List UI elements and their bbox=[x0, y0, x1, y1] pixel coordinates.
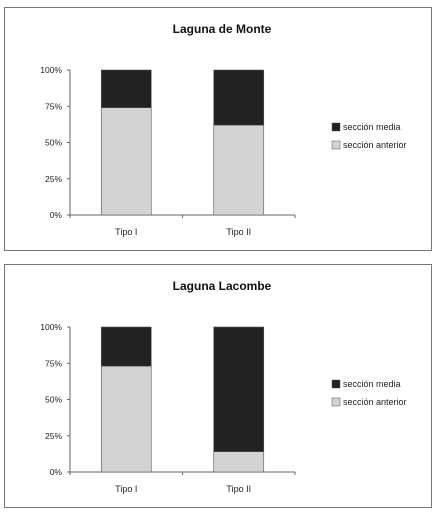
legend-label: sección media bbox=[343, 122, 401, 132]
y-tick-label: 100% bbox=[40, 65, 62, 75]
bar-anterior-1 bbox=[100, 107, 152, 216]
chart-laguna-lacombe: Laguna Lacombe 0% 25% 50% 75% 100% Tipo I Tipo… bbox=[40, 279, 407, 494]
y-tick-label: 75% bbox=[45, 101, 62, 111]
bar-anterior-2 bbox=[213, 451, 265, 473]
y-tick-label: 50% bbox=[45, 138, 62, 148]
y-tick-label: 50% bbox=[45, 395, 62, 405]
y-tick-label: 75% bbox=[45, 358, 62, 368]
x-tick-label: Tipo I bbox=[115, 227, 137, 237]
legend-swatch bbox=[331, 397, 341, 407]
chart-panel-laguna-lacombe: Laguna Lacombe 0% 25% 50% 75% 100% Tipo I Tipo… bbox=[0, 262, 438, 512]
legend-swatch bbox=[331, 379, 341, 389]
legend-label: sección media bbox=[343, 379, 401, 389]
x-tick-label: Tipo II bbox=[226, 484, 251, 494]
y-tick-label: 0% bbox=[50, 210, 63, 220]
x-tick-label: Tipo I bbox=[115, 484, 137, 494]
chart-title: Laguna Lacombe bbox=[173, 279, 272, 293]
chart-title: Laguna de Monte bbox=[173, 22, 272, 36]
legend-swatch bbox=[331, 140, 341, 150]
chart-panel-laguna-de-monte: Laguna de Monte 0% 25% 50% 75% 100% Tipo I Tip… bbox=[0, 5, 438, 255]
legend-swatch bbox=[331, 122, 341, 132]
x-tick-label: Tipo II bbox=[226, 227, 251, 237]
bar-media-1 bbox=[100, 69, 152, 109]
y-tick-label: 0% bbox=[50, 467, 63, 477]
y-tick-label: 100% bbox=[40, 322, 62, 332]
bar-media-2 bbox=[213, 69, 265, 126]
bar-media-1 bbox=[100, 326, 152, 367]
y-tick-label: 25% bbox=[45, 174, 62, 184]
legend-label: sección anterior bbox=[343, 140, 407, 150]
bar-anterior-1 bbox=[100, 365, 152, 473]
bar-media-2 bbox=[213, 326, 265, 452]
bar-anterior-2 bbox=[213, 124, 265, 216]
legend-label: sección anterior bbox=[343, 397, 407, 407]
chart-laguna-de-monte: Laguna de Monte 0% 25% 50% 75% 100% Tipo I Tip… bbox=[40, 22, 407, 237]
y-tick-label: 25% bbox=[45, 431, 62, 441]
